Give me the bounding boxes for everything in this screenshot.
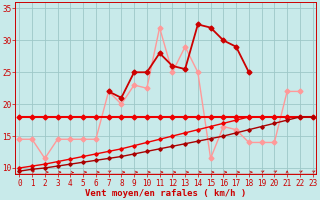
X-axis label: Vent moyen/en rafales ( km/h ): Vent moyen/en rafales ( km/h )	[85, 189, 247, 198]
